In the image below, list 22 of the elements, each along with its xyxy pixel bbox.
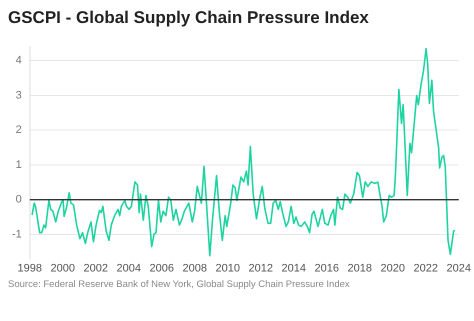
x-tick-label: 2000 [50, 262, 76, 274]
y-tick-label: 0 [16, 194, 22, 206]
y-tick-label: 3 [16, 89, 22, 102]
y-tick-label: 4 [16, 54, 22, 67]
x-tick-label: 2022 [414, 262, 438, 274]
x-tick-label: 1998 [18, 262, 42, 274]
source-note: Source: Federal Reserve Bank of New York, Global Supply Chain Pressure Index [7, 278, 351, 291]
x-tick-label: 2016 [314, 262, 340, 274]
x-tick-label: 2008 [182, 262, 208, 274]
y-tick-label: 1 [16, 158, 22, 171]
x-tick-label: 2012 [248, 262, 274, 274]
chart-title: GSCPI - Global Supply Chain Pressure Index [7, 7, 370, 29]
x-tick-label: 2020 [380, 262, 406, 274]
x-tick-label: 2018 [348, 262, 372, 274]
x-tick-label: 2002 [84, 262, 108, 274]
y-tick-label: -1 [12, 228, 22, 240]
y-tick-label: 2 [16, 124, 22, 136]
x-tick-label: 2010 [216, 262, 240, 274]
x-tick-label: 2004 [116, 262, 142, 274]
x-tick-label: 2024 [446, 262, 472, 274]
x-tick-label: 2006 [150, 262, 174, 274]
x-tick-label: 2014 [282, 262, 306, 274]
